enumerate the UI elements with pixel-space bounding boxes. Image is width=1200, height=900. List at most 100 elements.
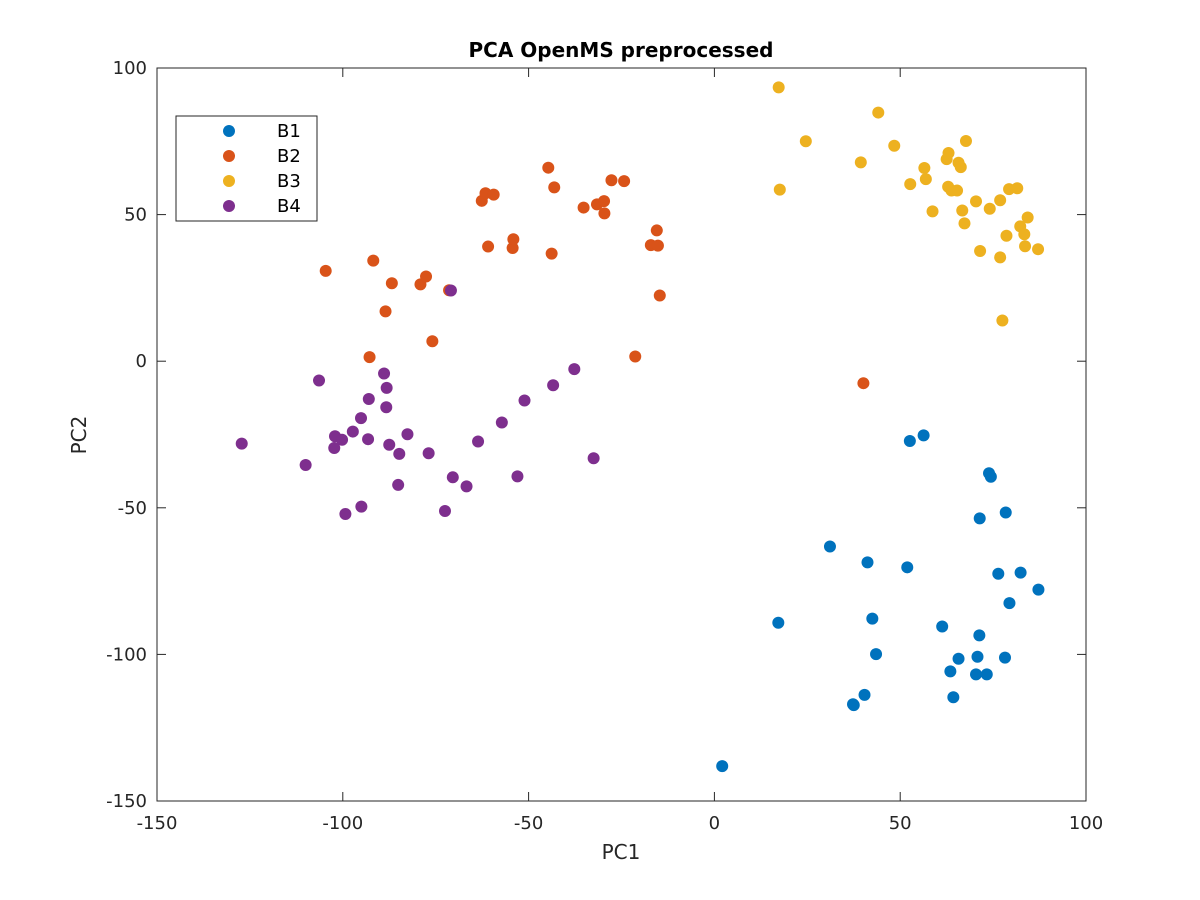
- data-point: [545, 247, 558, 260]
- data-point: [547, 379, 560, 392]
- data-point: [328, 441, 341, 454]
- x-tick-label: 100: [1069, 813, 1103, 834]
- data-point: [958, 217, 971, 230]
- data-point: [942, 147, 955, 160]
- data-point: [1000, 229, 1013, 242]
- legend-marker: [223, 200, 235, 212]
- y-tick-label: -100: [106, 644, 147, 665]
- chart-title: PCA OpenMS preprocessed: [469, 38, 774, 62]
- x-axis-label: PC1: [602, 840, 641, 864]
- data-point: [983, 202, 996, 215]
- data-point: [973, 512, 986, 525]
- data-point: [506, 242, 519, 255]
- data-point: [903, 434, 916, 447]
- y-tick-label: 50: [124, 205, 147, 226]
- data-point: [919, 173, 932, 186]
- data-point: [971, 650, 984, 663]
- data-point: [363, 351, 376, 364]
- data-point: [393, 447, 406, 460]
- data-point: [346, 425, 359, 438]
- data-point: [385, 277, 398, 290]
- data-point: [926, 205, 939, 218]
- data-point: [716, 760, 729, 773]
- data-point: [970, 195, 983, 208]
- data-point: [904, 178, 917, 191]
- data-point: [336, 433, 349, 446]
- legend-box: [175, 115, 318, 222]
- legend-marker: [223, 125, 235, 137]
- plot-area: -150 -100 -50 0 50 100 -150 -100 -50 0 50 100: [106, 58, 1103, 834]
- data-point: [362, 433, 375, 446]
- data-point: [548, 181, 561, 194]
- data-point: [487, 188, 500, 201]
- data-point: [507, 233, 520, 246]
- data-point: [653, 289, 666, 302]
- data-point: [651, 239, 664, 252]
- data-point: [422, 447, 435, 460]
- data-point: [970, 668, 983, 681]
- data-point: [472, 435, 485, 448]
- data-point: [857, 377, 870, 390]
- data-point: [974, 244, 987, 257]
- data-point: [426, 335, 439, 348]
- data-point: [954, 161, 967, 174]
- legend-label: B1: [277, 121, 301, 142]
- data-point: [1018, 228, 1031, 241]
- data-point: [618, 175, 631, 188]
- data-point: [870, 648, 883, 661]
- legend-label: B2: [277, 146, 301, 167]
- data-point: [629, 350, 642, 363]
- data-point: [378, 367, 391, 380]
- series-b2: [319, 161, 870, 390]
- data-point: [854, 156, 867, 169]
- data-point: [773, 183, 786, 196]
- y-axis-label: PC2: [67, 416, 91, 455]
- data-point: [772, 81, 785, 94]
- data-point: [947, 691, 960, 704]
- data-point: [355, 500, 368, 513]
- legend-marker: [223, 175, 235, 187]
- data-point: [994, 194, 1007, 207]
- legend: B1 B2 B3 B4: [175, 115, 318, 222]
- legend-marker: [223, 150, 235, 162]
- y-tick-label: 100: [113, 58, 147, 79]
- data-point: [951, 184, 964, 197]
- data-point: [313, 374, 326, 387]
- data-point: [959, 135, 972, 148]
- data-point: [1003, 597, 1016, 610]
- axes-box: [156, 67, 1087, 802]
- data-point: [568, 363, 581, 376]
- data-point: [772, 616, 785, 629]
- data-point: [901, 561, 914, 574]
- data-point: [917, 429, 930, 442]
- data-point: [996, 314, 1009, 327]
- data-point: [980, 668, 993, 681]
- data-point: [495, 416, 508, 429]
- data-point: [872, 106, 885, 119]
- data-point: [994, 251, 1007, 264]
- data-point: [1032, 583, 1045, 596]
- data-point: [446, 471, 459, 484]
- data-point: [1019, 240, 1032, 253]
- data-point: [587, 452, 600, 465]
- data-point: [518, 394, 531, 407]
- legend-label: B4: [277, 196, 301, 217]
- data-point: [444, 284, 457, 297]
- data-point: [299, 458, 312, 471]
- data-point: [650, 224, 663, 237]
- data-point: [858, 688, 871, 701]
- data-point: [460, 480, 473, 493]
- x-tick-label: -100: [322, 813, 363, 834]
- data-point: [847, 699, 860, 712]
- data-point: [401, 428, 414, 441]
- series-b3: [772, 81, 1045, 327]
- y-tick-label: -50: [118, 498, 147, 519]
- data-point: [319, 264, 332, 277]
- data-point: [383, 438, 396, 451]
- data-point: [367, 254, 380, 267]
- series-b4: [235, 284, 600, 520]
- data-point: [379, 305, 392, 318]
- data-point: [420, 270, 433, 283]
- data-point: [235, 437, 248, 450]
